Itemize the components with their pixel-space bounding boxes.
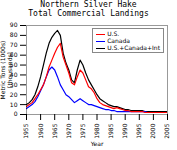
- svg-text:1980: 1980: [93, 123, 100, 138]
- html-text:Canada: Canada: [107, 37, 130, 44]
- svg-text:1960: 1960: [37, 123, 44, 138]
- svg-text:Metric Tons (1000s)[thousands]: Metric Tons (1000s)[thousands]: [0, 41, 13, 100]
- html-text:Total Commercial Landings: Total Commercial Landings: [28, 9, 149, 18]
- svg-text:1965: 1965: [51, 123, 58, 138]
- svg-text:20: 20: [10, 91, 18, 98]
- svg-text:1975: 1975: [79, 123, 86, 138]
- svg-text:90: 90: [10, 21, 18, 28]
- svg-text:80: 80: [10, 31, 18, 38]
- svg-text:60: 60: [9, 51, 18, 59]
- svg-text:30: 30: [9, 80, 18, 88]
- svg-text:1990: 1990: [121, 123, 128, 138]
- svg-text:0: 0: [14, 110, 18, 117]
- svg-text:1955: 1955: [22, 123, 29, 138]
- html-text:Northern Silver Hake: Northern Silver Hake: [40, 0, 137, 9]
- svg-text:1985: 1985: [107, 123, 114, 138]
- svg-text:2000: 2000: [149, 123, 156, 138]
- html-text:U.S.+Canada+Int: U.S.+Canada+Int: [107, 44, 160, 51]
- svg-text:50: 50: [9, 61, 18, 68]
- svg-text:10: 10: [10, 101, 18, 108]
- svg-text:2005: 2005: [163, 123, 170, 138]
- html-text:U.S.: U.S.: [107, 30, 120, 37]
- svg-text:70: 70: [10, 41, 18, 48]
- svg-text:1995: 1995: [135, 123, 142, 138]
- svg-text:40: 40: [9, 70, 18, 78]
- svg-text:1970: 1970: [65, 123, 72, 138]
- svg-text:Year: Year: [90, 140, 104, 147]
